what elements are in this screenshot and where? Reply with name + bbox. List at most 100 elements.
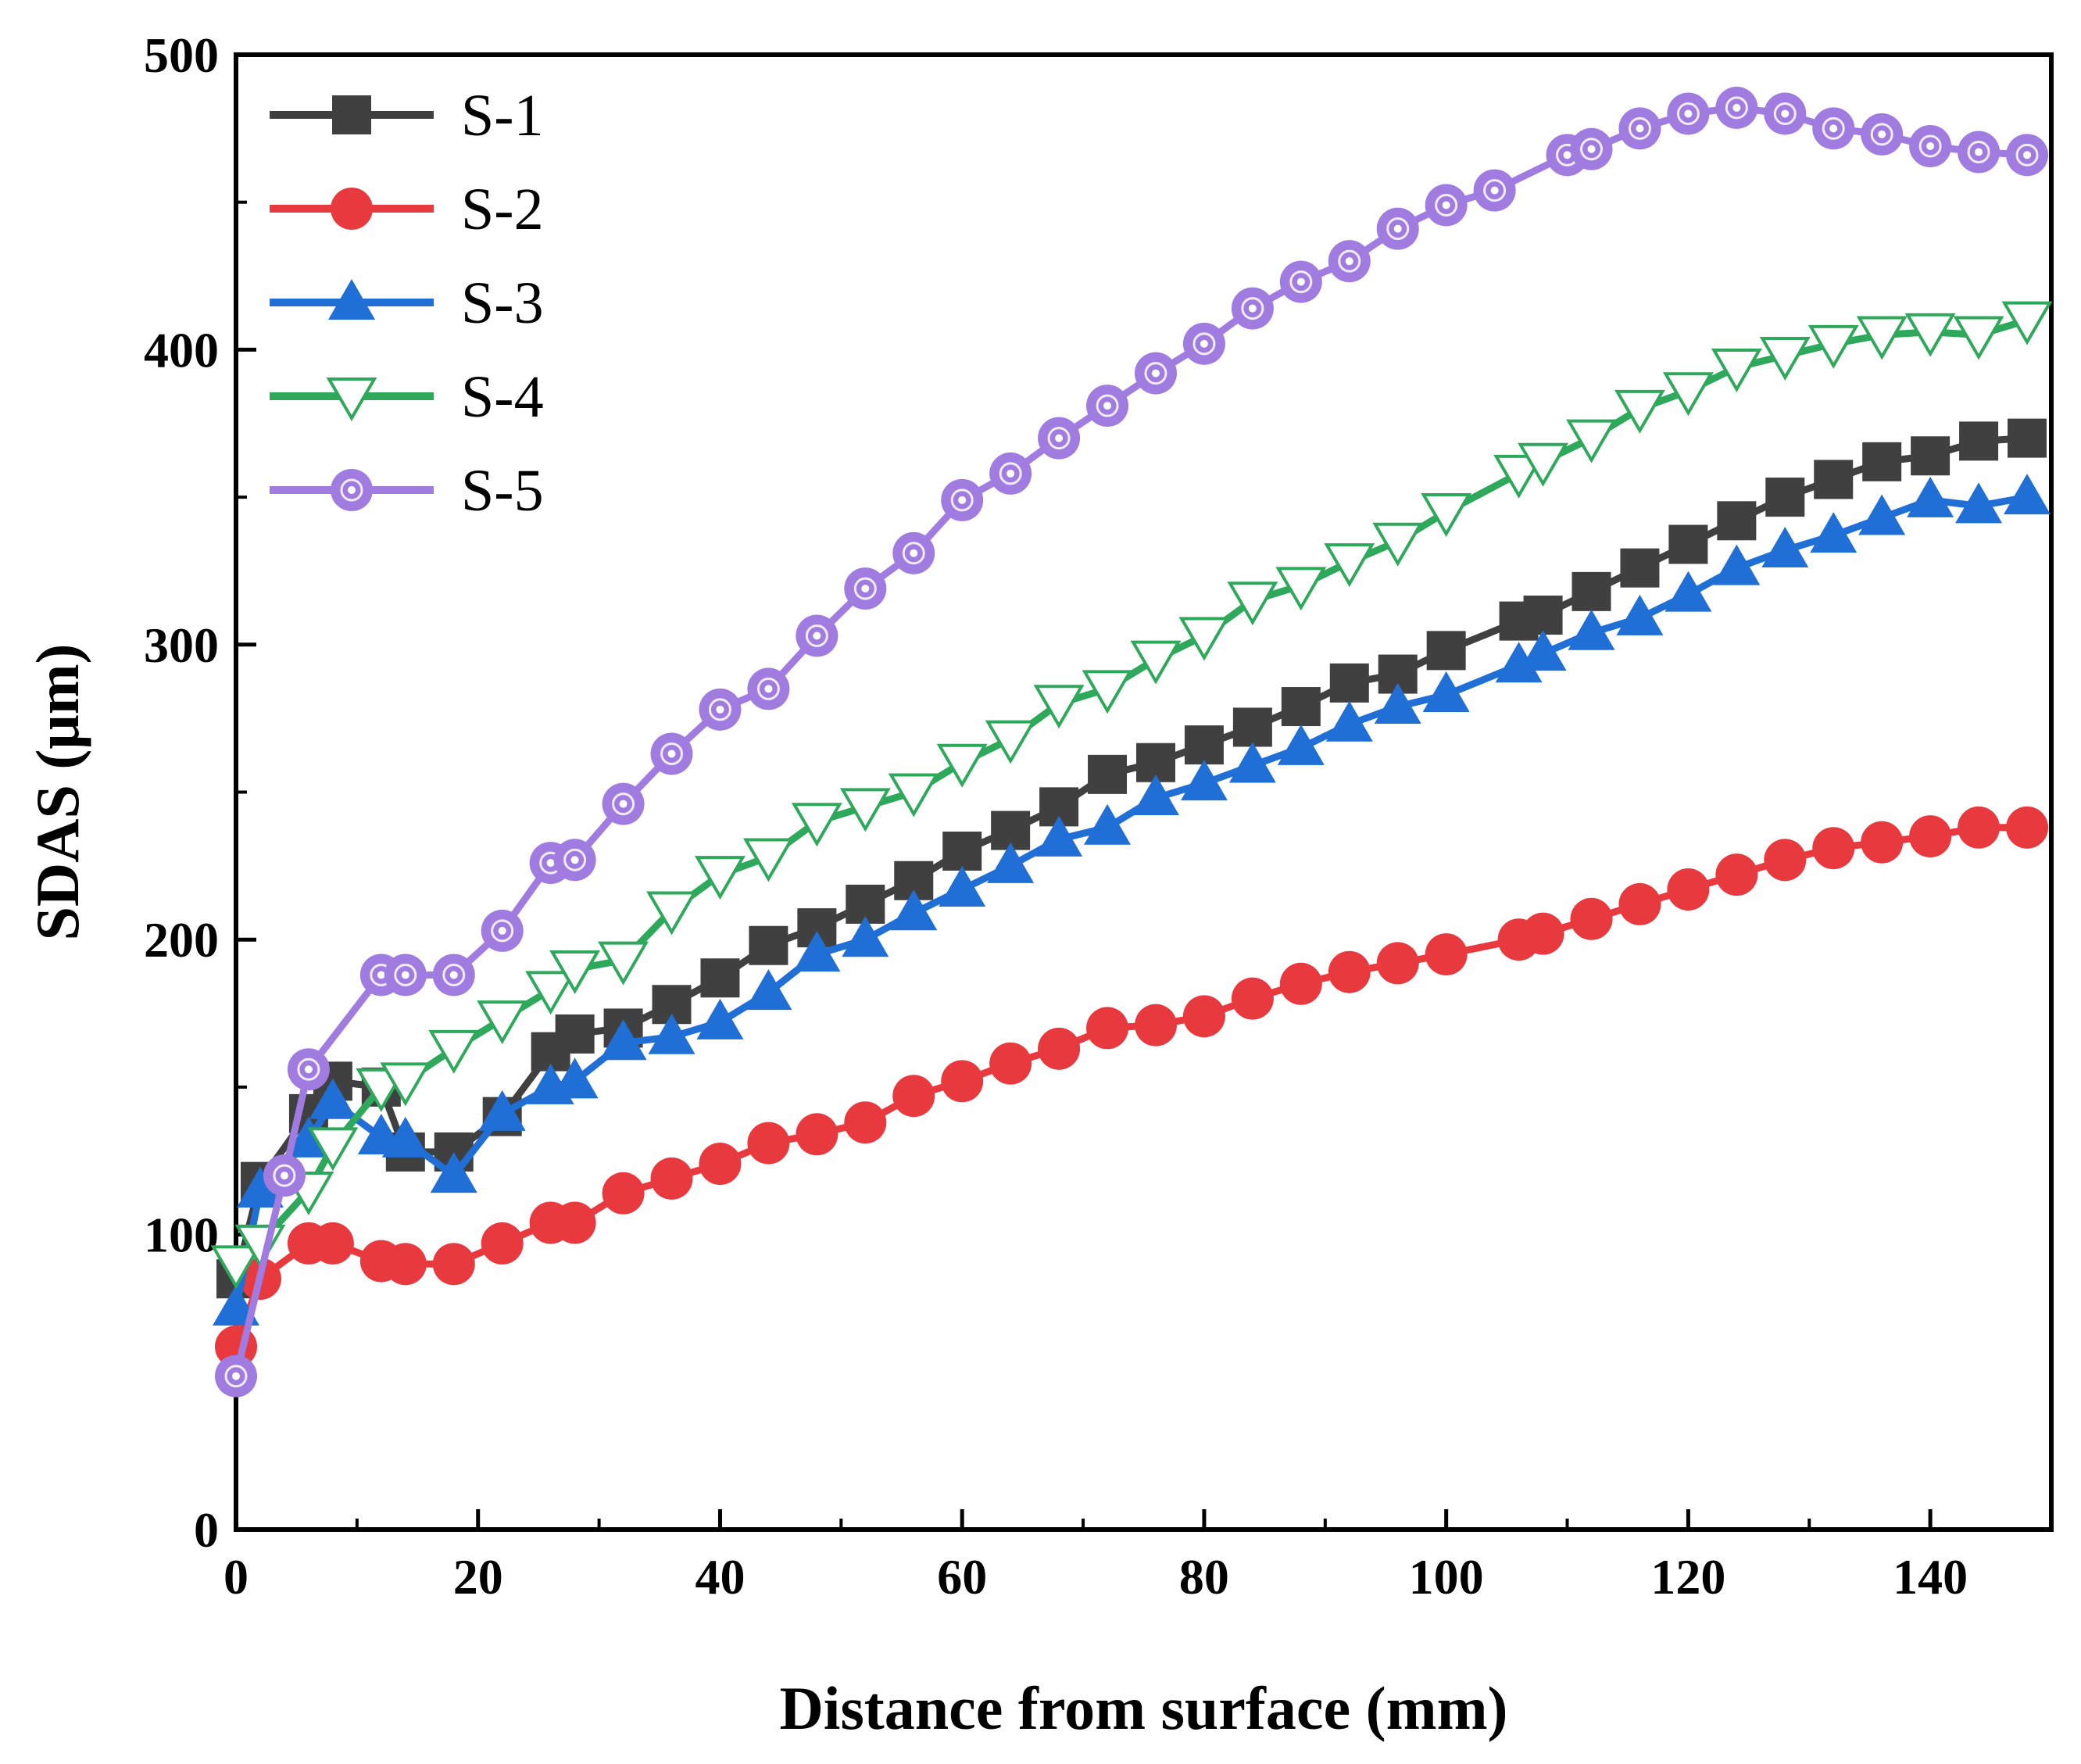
series-line bbox=[232, 493, 2028, 1309]
data-point bbox=[1620, 548, 1660, 588]
data-point bbox=[210, 1245, 262, 1290]
y-tick-label: 400 bbox=[144, 322, 219, 377]
marker-ring-dot bbox=[2023, 151, 2032, 159]
marker-ring-dot bbox=[1975, 148, 1983, 156]
data-point bbox=[311, 1222, 354, 1265]
data-point bbox=[1904, 313, 1956, 357]
data-point bbox=[1421, 492, 1472, 537]
data-point bbox=[1180, 760, 1228, 801]
data-point bbox=[1035, 815, 1083, 857]
data-point bbox=[942, 831, 982, 871]
data-point bbox=[1184, 725, 1224, 765]
data-point bbox=[1616, 594, 1664, 635]
data-point bbox=[598, 941, 649, 986]
data-point bbox=[700, 958, 740, 998]
marker-ring-dot bbox=[1926, 141, 1935, 150]
y-tick-label: 0 bbox=[194, 1502, 219, 1558]
x-axis-title: Distance from surface (mm) bbox=[779, 1674, 1507, 1742]
legend-marker bbox=[331, 188, 373, 230]
data-point bbox=[650, 1157, 693, 1200]
data-point bbox=[796, 1113, 838, 1156]
marker-ring-dot bbox=[401, 971, 409, 979]
marker-ring-inner bbox=[1725, 96, 1748, 120]
marker-ring-dot bbox=[1200, 339, 1208, 348]
marker-ring-dot bbox=[1829, 124, 1838, 133]
data-point bbox=[1907, 476, 1954, 517]
marker-ring-inner bbox=[224, 1365, 248, 1388]
data-point bbox=[1038, 1027, 1081, 1070]
data-point bbox=[1328, 240, 1371, 283]
marker-ring-dot bbox=[1781, 109, 1790, 118]
legend-item-s-4: S-4 bbox=[270, 364, 544, 430]
data-point bbox=[1570, 127, 1613, 170]
series-layer bbox=[210, 86, 2053, 1397]
marker-ring-dot bbox=[716, 705, 724, 714]
data-point bbox=[1909, 124, 1952, 167]
marker-ring-dot bbox=[348, 486, 356, 494]
data-point bbox=[742, 838, 794, 882]
data-point bbox=[309, 1078, 356, 1119]
marker-ring-inner bbox=[612, 793, 635, 816]
data-point bbox=[1422, 671, 1470, 712]
data-point bbox=[1523, 596, 1563, 635]
x-tick-label: 60 bbox=[937, 1549, 987, 1605]
data-point bbox=[1182, 322, 1225, 365]
axis-labels-layer: Distance from surface (mm) SDAS (μm) bbox=[23, 643, 1508, 1742]
data-point bbox=[432, 954, 475, 996]
marker-ring-dot bbox=[1732, 103, 1741, 112]
marker-ring-dot bbox=[764, 685, 773, 693]
legend-item-s-2: S-2 bbox=[270, 177, 544, 242]
marker-ring-inner bbox=[1386, 217, 1410, 241]
data-point bbox=[1033, 685, 1085, 729]
data-point bbox=[1614, 389, 1665, 434]
data-point bbox=[1493, 454, 1545, 499]
marker-ring-dot bbox=[1490, 186, 1499, 195]
data-point bbox=[648, 1013, 695, 1054]
data-point bbox=[936, 743, 988, 788]
data-point bbox=[1667, 868, 1710, 911]
data-point bbox=[1518, 442, 1569, 487]
data-point bbox=[1132, 775, 1179, 816]
data-point bbox=[1228, 742, 1276, 783]
data-point bbox=[892, 531, 935, 574]
data-point bbox=[1372, 522, 1424, 567]
marker-ring-inner bbox=[708, 698, 731, 721]
data-point bbox=[1953, 316, 2004, 360]
marker-ring-inner bbox=[999, 462, 1022, 485]
marker-ring-inner bbox=[1435, 193, 1458, 216]
data-point bbox=[215, 1354, 257, 1397]
marker-ring-inner bbox=[1338, 249, 1361, 273]
data-point bbox=[1958, 131, 2001, 174]
marker-ring-dot bbox=[1103, 402, 1112, 410]
data-point bbox=[380, 1062, 431, 1107]
data-point bbox=[646, 891, 697, 936]
data-point bbox=[384, 1243, 427, 1286]
data-point bbox=[694, 856, 746, 900]
data-point bbox=[1812, 827, 1855, 870]
data-point bbox=[1134, 1004, 1177, 1047]
series-line bbox=[232, 824, 2027, 1348]
data-point bbox=[1231, 287, 1274, 330]
legend: S-1 S-2 S-3 S-4 S-5 bbox=[270, 83, 544, 524]
marker-ring-dot bbox=[910, 549, 918, 557]
data-point bbox=[1088, 754, 1128, 794]
data-point bbox=[1231, 977, 1274, 1020]
x-tick-label: 40 bbox=[695, 1549, 745, 1605]
marker-ring-dot bbox=[667, 750, 676, 758]
data-point bbox=[1084, 803, 1132, 845]
legend-label: S-5 bbox=[461, 458, 544, 524]
legend-item-s-3: S-3 bbox=[270, 270, 544, 336]
marker-ring-inner bbox=[1870, 123, 1893, 146]
y-tick-label: 500 bbox=[144, 27, 219, 83]
marker-ring-inner bbox=[756, 677, 780, 700]
marker-ring-dot bbox=[280, 1172, 288, 1180]
marker-ring-dot bbox=[1684, 109, 1693, 118]
data-point bbox=[428, 1029, 480, 1074]
data-point bbox=[2006, 134, 2049, 177]
marker-ring-dot bbox=[570, 856, 579, 864]
data-point bbox=[1495, 642, 1543, 683]
data-point bbox=[1329, 663, 1369, 703]
marker-ring-dot bbox=[232, 1372, 240, 1380]
data-point bbox=[842, 916, 889, 957]
data-point bbox=[1325, 700, 1373, 742]
